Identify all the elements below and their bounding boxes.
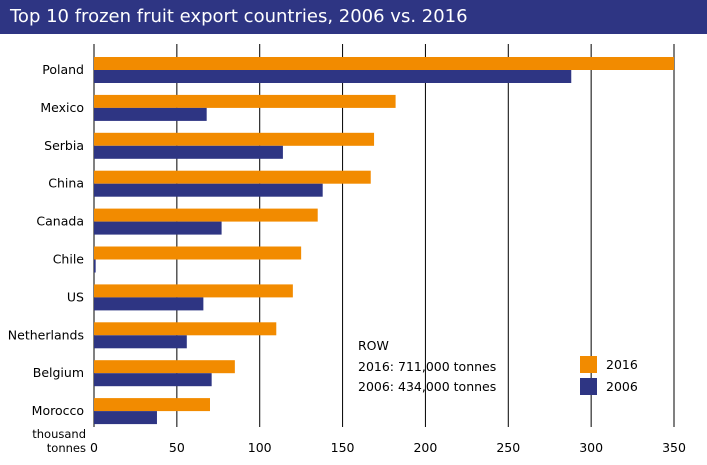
x-tick-200: 200 xyxy=(413,440,437,455)
category-label-netherlands: Netherlands xyxy=(8,327,84,342)
bar-serbia-2016 xyxy=(94,132,375,146)
bar-mexico-2006 xyxy=(94,107,207,121)
x-tick-350: 350 xyxy=(662,440,686,455)
legend-label-2006: 2006 xyxy=(606,379,638,394)
title-bar: Top 10 frozen fruit export countries, 20… xyxy=(0,0,707,34)
bar-netherlands-2016 xyxy=(94,322,277,336)
x-unit-label-line1: thousand xyxy=(32,427,86,441)
bar-canada-2006 xyxy=(94,221,222,235)
row-annotation-2006: 2006: 434,000 tonnes xyxy=(358,379,496,394)
bar-canada-2016 xyxy=(94,208,318,222)
category-label-belgium: Belgium xyxy=(33,365,84,380)
bar-china-2016 xyxy=(94,170,371,184)
legend-swatch-2006 xyxy=(580,378,597,395)
bar-chile-2006 xyxy=(94,259,96,273)
category-labels: Poland Mexico Serbia China Canada Chile US Neth… xyxy=(8,62,85,418)
bar-mexico-2016 xyxy=(94,94,396,108)
bar-chile-2016 xyxy=(94,246,302,260)
bar-us-2016 xyxy=(94,284,293,298)
row-annotation-2016: 2016: 711,000 tonnes xyxy=(358,359,496,374)
x-tick-50: 50 xyxy=(169,440,185,455)
x-tick-labels: 0 50 100 150 200 250 300 350 xyxy=(90,440,686,455)
bar-morocco-2016 xyxy=(94,398,210,412)
bar-belgium-2006 xyxy=(94,373,212,387)
bar-belgium-2016 xyxy=(94,360,235,374)
category-label-morocco: Morocco xyxy=(32,403,84,418)
x-tick-300: 300 xyxy=(579,440,603,455)
legend-label-2016: 2016 xyxy=(606,357,638,372)
legend-swatch-2016 xyxy=(580,356,597,373)
bar-serbia-2006 xyxy=(94,145,283,159)
category-label-mexico: Mexico xyxy=(40,100,84,115)
row-annotation: ROW 2016: 711,000 tonnes 2006: 434,000 t… xyxy=(358,338,496,394)
x-unit-label-line2: tonnes xyxy=(47,441,86,455)
bar-us-2006 xyxy=(94,297,204,311)
x-tick-100: 100 xyxy=(248,440,272,455)
legend: 2016 2006 xyxy=(580,356,638,395)
bar-morocco-2006 xyxy=(94,411,157,425)
category-label-serbia: Serbia xyxy=(44,138,84,153)
category-label-canada: Canada xyxy=(36,214,84,229)
bar-china-2006 xyxy=(94,183,323,197)
category-label-poland: Poland xyxy=(42,62,84,77)
category-label-us: US xyxy=(67,289,84,304)
x-tick-250: 250 xyxy=(496,440,520,455)
category-label-chile: Chile xyxy=(53,252,85,267)
category-label-china: China xyxy=(48,176,84,191)
bar-poland-2006 xyxy=(94,70,572,83)
row-annotation-title: ROW xyxy=(358,338,389,353)
bars xyxy=(94,57,674,425)
x-tick-0: 0 xyxy=(90,440,98,455)
bar-poland-2016 xyxy=(94,57,674,70)
bar-netherlands-2006 xyxy=(94,335,187,349)
chart-title: Top 10 frozen fruit export countries, 20… xyxy=(10,6,468,27)
x-tick-150: 150 xyxy=(331,440,355,455)
